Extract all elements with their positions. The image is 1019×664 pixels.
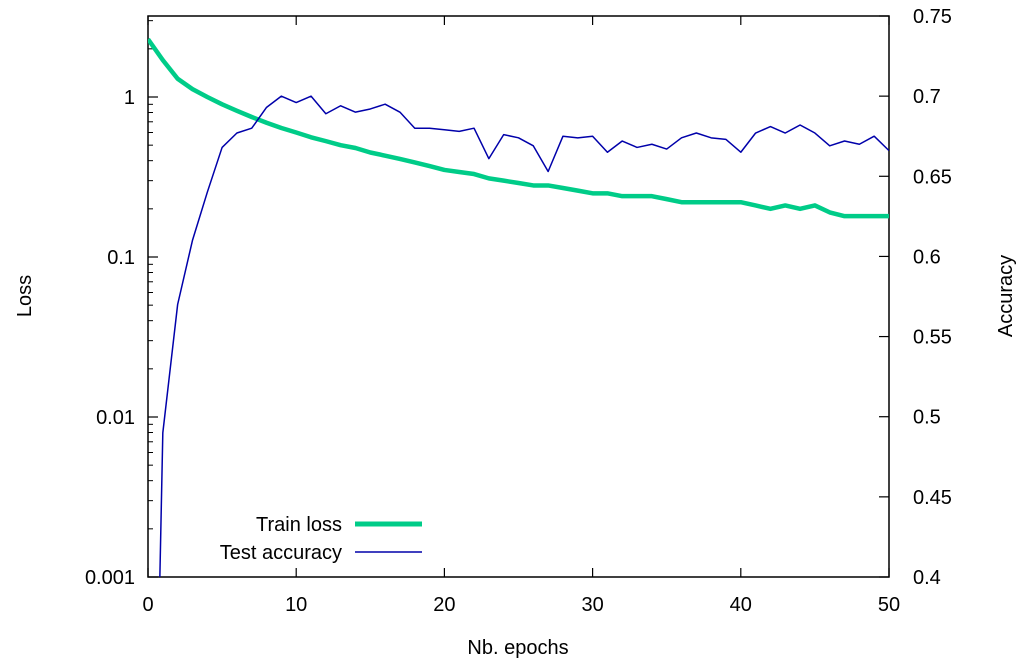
- x-tick-label: 20: [433, 594, 455, 616]
- y-right-tick-label: 0.5: [913, 407, 941, 429]
- x-tick-label: 10: [285, 594, 307, 616]
- x-tick-label: 30: [581, 594, 603, 616]
- y-right-tick-label: 0.65: [913, 166, 952, 188]
- series-line-test-accuracy: [159, 95, 889, 577]
- legend: Train loss Test accuracy: [220, 514, 422, 564]
- x-axis-label: Nb. epochs: [467, 637, 568, 659]
- x-tick-label: 0: [142, 594, 153, 616]
- y-axis-right-label: Accuracy: [995, 255, 1017, 337]
- ticks-layer: 0 10 20 30 40 50 0.001 0.01 0.1 1 0.4 0.45 0.5 0.55 0.…: [85, 6, 952, 616]
- x-tick-label: 50: [878, 594, 900, 616]
- series-layer: [148, 37, 889, 577]
- y-left-tick-label: 1: [124, 87, 135, 109]
- y-right-tick-label: 0.6: [913, 246, 941, 268]
- x-tick-label: 40: [730, 594, 752, 616]
- legend-label-train-loss: Train loss: [256, 514, 342, 536]
- y-left-tick-label: 0.1: [107, 247, 135, 269]
- series-line-train-loss: [148, 37, 889, 219]
- y-left-tick-label: 0.01: [96, 407, 135, 429]
- y-right-tick-label: 0.7: [913, 86, 941, 108]
- y-right-tick-label: 0.45: [913, 487, 952, 509]
- plot-frame: [147, 15, 890, 578]
- y-axis-left-label: Loss: [14, 275, 36, 317]
- y-right-tick-label: 0.4: [913, 567, 941, 589]
- y-left-tick-label: 0.001: [85, 567, 135, 589]
- y-right-tick-label: 0.75: [913, 6, 952, 28]
- y-right-tick-label: 0.55: [913, 327, 952, 349]
- legend-label-test-accuracy: Test accuracy: [220, 542, 342, 564]
